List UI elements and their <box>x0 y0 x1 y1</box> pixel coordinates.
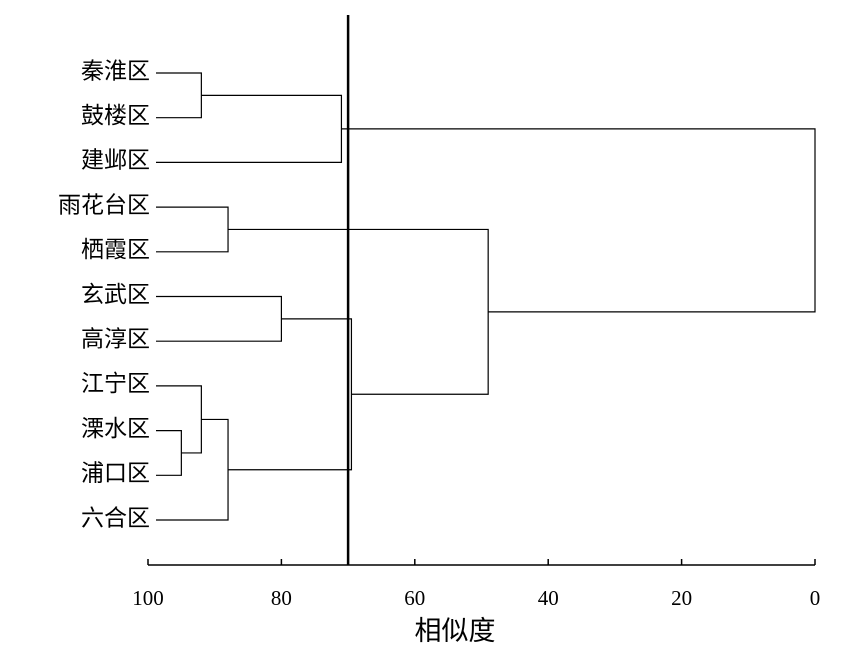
leaf-label: 六合区 <box>81 505 150 530</box>
x-tick-label: 40 <box>538 586 559 610</box>
x-tick-label: 0 <box>810 586 821 610</box>
merge-link <box>156 418 229 521</box>
leaf-label: 秦淮区 <box>81 58 150 83</box>
leaf-label: 高淳区 <box>81 326 150 351</box>
merge-link <box>156 94 343 163</box>
leaf-label: 雨花台区 <box>58 192 150 217</box>
merge-link <box>156 72 202 119</box>
merge-link <box>156 430 182 476</box>
leaf-label: 鼓楼区 <box>81 103 150 128</box>
leaf-label: 玄武区 <box>81 282 150 307</box>
x-tick-label: 20 <box>671 586 692 610</box>
leaf-label: 江宁区 <box>81 371 150 396</box>
x-tick-label: 100 <box>132 586 164 610</box>
x-tick-label: 60 <box>404 586 425 610</box>
leaf-label: 建邺区 <box>81 148 150 173</box>
merge-link <box>156 295 282 342</box>
merge-link <box>228 228 489 395</box>
leaf-label: 浦口区 <box>81 461 150 486</box>
x-tick-label: 80 <box>271 586 292 610</box>
merge-link <box>156 206 229 253</box>
leaf-label: 溧水区 <box>81 416 150 441</box>
merge-link <box>341 128 816 313</box>
leaf-label: 栖霞区 <box>81 237 150 262</box>
x-axis-label: 相似度 <box>415 616 496 646</box>
merge-link <box>156 385 202 454</box>
